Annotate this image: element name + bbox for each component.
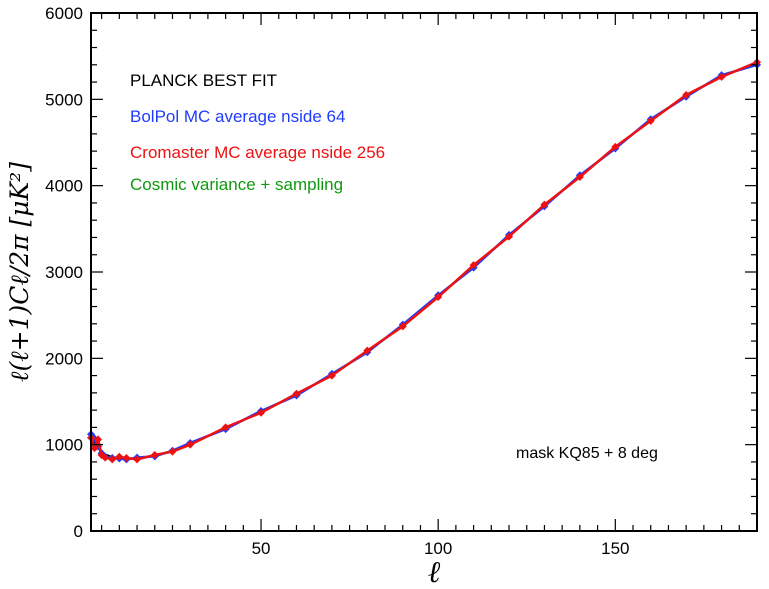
y-axis-title: ℓ(ℓ+1)Cℓ/2π [μK²] [5, 162, 34, 382]
legend-entry-planck: PLANCK BEST FIT [130, 71, 277, 90]
legend: PLANCK BEST FIT BolPol MC average nside … [130, 71, 385, 194]
data-point [122, 454, 131, 463]
data-point [575, 173, 584, 182]
y-tick-label: 4000 [45, 177, 83, 196]
x-tick-label: 50 [252, 539, 271, 558]
data-point [611, 142, 620, 151]
data-point [363, 346, 372, 355]
data-point [469, 261, 478, 270]
data-point [646, 116, 655, 125]
data-point [292, 389, 301, 398]
data-point [221, 423, 230, 432]
data-point [90, 444, 99, 453]
data-point [186, 440, 195, 449]
y-tick-label: 1000 [45, 436, 83, 455]
data-point [108, 455, 117, 464]
legend-entry-cromaster: Cromaster MC average nside 256 [130, 143, 385, 162]
data-point [115, 452, 124, 461]
y-tick-label: 5000 [45, 90, 83, 109]
data-point [540, 200, 549, 209]
axis-layer: 50 100 150 0 1000 2000 3000 4000 5000 6000 [45, 4, 758, 558]
data-point [101, 453, 110, 462]
data-point [717, 72, 726, 81]
y-tick-label: 0 [74, 522, 83, 541]
mask-annotation: mask KQ85 + 8 deg [516, 445, 658, 462]
x-tick-label: 100 [424, 539, 452, 558]
data-point [150, 451, 159, 460]
data-point [94, 435, 103, 444]
legend-entry-cosmic-variance: Cosmic variance + sampling [130, 175, 343, 194]
series-line-2 [89, 61, 758, 461]
data-point [327, 371, 336, 380]
data-point [505, 232, 514, 241]
series-layer [87, 58, 761, 464]
legend-entry-bolpol: BolPol MC average nside 64 [130, 107, 345, 126]
data-point [133, 455, 142, 464]
data-point [682, 91, 691, 100]
x-tick-label: 150 [601, 539, 629, 558]
data-point [257, 408, 266, 417]
y-tick-label: 3000 [45, 263, 83, 282]
data-point [398, 322, 407, 331]
data-point [168, 447, 177, 456]
x-axis-title: ℓ [428, 555, 441, 589]
y-tick-label: 2000 [45, 349, 83, 368]
data-point [434, 293, 443, 302]
y-tick-label: 6000 [45, 4, 83, 23]
